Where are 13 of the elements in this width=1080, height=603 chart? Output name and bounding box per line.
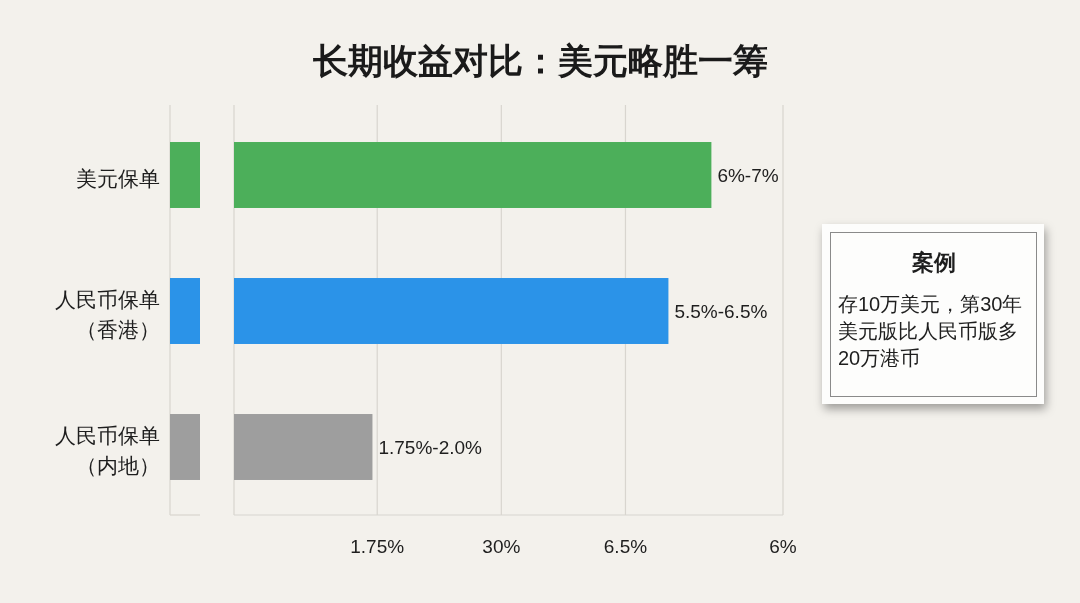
text: 30% <box>482 536 521 557</box>
y-tick-label: 人民币保单（内地） <box>54 423 160 479</box>
text: 存10万美元，第30年美元版比人民币版多20万港币 <box>838 292 1024 371</box>
annotation: 6%-7% <box>717 165 779 186</box>
annotation: 1.75%-2.0% <box>378 437 483 458</box>
chart-title: 长期收益对比：美元略胜一筹 <box>311 41 768 80</box>
y-tick-label: 人民币保单（香港） <box>54 287 160 343</box>
annotation: 5.5%-6.5% <box>674 301 768 322</box>
text: 1.75% <box>350 536 405 557</box>
text: 6.5% <box>603 536 648 557</box>
text: 案例 <box>910 249 957 277</box>
y-tick-label: 美元保单 <box>75 166 160 192</box>
text: 6% <box>769 536 797 557</box>
